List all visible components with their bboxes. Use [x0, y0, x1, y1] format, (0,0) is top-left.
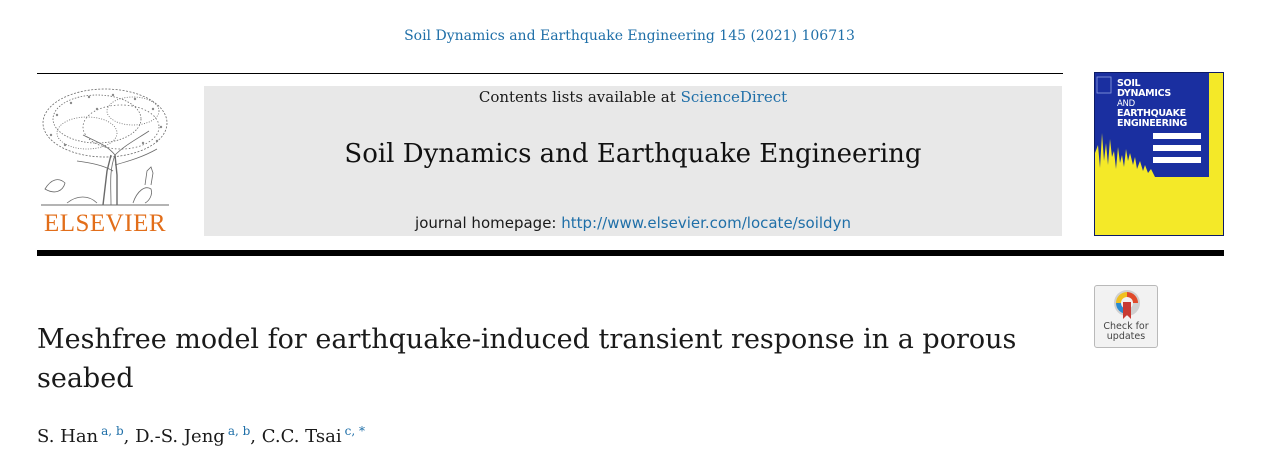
elsevier-logo[interactable]: ELSEVIER	[37, 85, 173, 238]
cover-title-line: DYNAMICS	[1117, 88, 1171, 99]
header-thick-divider	[37, 250, 1224, 256]
author-separator: ,	[123, 426, 130, 447]
author-affiliation[interactable]: a, b	[227, 424, 251, 438]
cover-artwork	[1095, 73, 1223, 235]
check-label-line: Check for	[1103, 321, 1149, 332]
contents-line: Contents lists available at ScienceDirec…	[204, 88, 1062, 106]
author-affiliation[interactable]: a, b	[101, 424, 124, 438]
cover-title-line: AND	[1117, 99, 1135, 109]
journal-banner: Contents lists available at ScienceDirec…	[204, 86, 1062, 236]
header-divider	[37, 73, 1063, 74]
homepage-link[interactable]: http://www.elsevier.com/locate/soildyn	[561, 214, 851, 232]
homepage-label: journal homepage:	[415, 214, 557, 232]
journal-cover-thumbnail[interactable]: SOIL DYNAMICS AND EARTHQUAKE ENGINEERING	[1094, 72, 1224, 236]
author-name[interactable]: S. Han	[37, 426, 99, 447]
cover-title-line: ENGINEERING	[1117, 118, 1188, 129]
sciencedirect-link[interactable]: ScienceDirect	[680, 88, 788, 106]
author-affiliation[interactable]: c, *	[344, 424, 365, 438]
crossmark-icon	[1114, 290, 1140, 319]
author-name[interactable]: C.C. Tsai	[261, 426, 342, 447]
elsevier-wordmark: ELSEVIER	[43, 210, 167, 237]
check-label-line: updates	[1106, 331, 1146, 342]
cover-title: SOIL DYNAMICS AND EARTHQUAKE ENGINEERING	[1117, 79, 1203, 129]
cover-title-line: SOIL	[1117, 78, 1141, 89]
journal-title: Soil Dynamics and Earthquake Engineering	[344, 139, 922, 169]
check-for-updates-label: Check for updates	[1095, 322, 1157, 342]
author-separator: ,	[250, 426, 257, 447]
elsevier-tree-icon	[41, 88, 169, 206]
check-for-updates-button[interactable]: Check for updates	[1094, 285, 1158, 348]
author-name[interactable]: D.-S. Jeng	[135, 426, 225, 447]
journal-citation[interactable]: Soil Dynamics and Earthquake Engineering…	[404, 28, 855, 44]
cover-title-line: EARTHQUAKE	[1117, 108, 1186, 119]
contents-prefix: Contents lists available at	[478, 88, 676, 106]
author-list: S. Han a, b, D.-S. Jeng a, b, C.C. Tsai c, …	[37, 424, 365, 447]
homepage-line: journal homepage: http://www.elsevier.co…	[204, 214, 1062, 232]
article-title: Meshfree model for earthquake-induced tr…	[37, 324, 1017, 394]
